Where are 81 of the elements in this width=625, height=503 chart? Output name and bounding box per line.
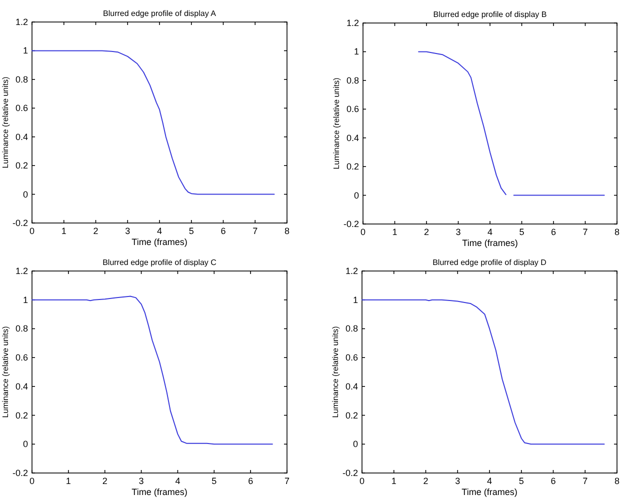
x-tick-label: 2 (102, 476, 108, 486)
x-tick-label: 2 (424, 227, 430, 237)
y-tick-label: 0 (22, 439, 28, 450)
x-tick-label: 4 (486, 476, 492, 486)
y-tick-label: -0.2 (343, 219, 359, 229)
x-tick-label: 3 (455, 476, 460, 486)
x-tick-label: 8 (614, 227, 620, 237)
y-tick-label: 0.6 (345, 352, 358, 363)
y-tick-label: 0.6 (346, 104, 359, 114)
y-axis-title: Luminance (relative units) (1, 326, 10, 418)
y-tick-label: 0 (22, 189, 28, 200)
line-series (32, 296, 273, 445)
y-tick-label: -0.2 (342, 468, 358, 478)
x-axis-title: Time (frames) (132, 237, 188, 247)
line-series (32, 50, 275, 195)
y-tick-label: 1.2 (15, 17, 28, 27)
y-tick-label: 0.4 (15, 132, 28, 142)
y-axis-title: Luminance (relative units) (1, 76, 10, 168)
chart-title: Blurred edge profile of display B (433, 10, 547, 19)
y-tick-label: 0.8 (15, 324, 28, 334)
x-tick-label: 3 (138, 476, 144, 486)
x-axis-title: Time (frames) (462, 238, 518, 248)
x-tick-label: 8 (614, 476, 620, 486)
x-tick-label: 6 (550, 227, 556, 237)
y-tick-label: 1.2 (345, 266, 358, 276)
x-axis-title: Time (frames) (462, 487, 518, 497)
x-tick-label: 1 (392, 227, 398, 237)
x-tick-label: 3 (125, 226, 130, 236)
x-tick-label: 7 (284, 476, 290, 486)
y-tick-label: 1 (352, 294, 358, 305)
x-tick-label: 5 (188, 226, 194, 236)
x-tick-label: 5 (518, 476, 524, 486)
x-tick-label: 0 (360, 227, 366, 237)
x-axis-title: Time (frames) (132, 487, 188, 497)
y-tick-label: 0.4 (346, 132, 359, 143)
y-tick-label: 1 (354, 46, 359, 57)
x-tick-label: 8 (284, 226, 290, 236)
x-tick-label: 4 (156, 226, 162, 236)
y-tick-label: 0 (354, 190, 359, 200)
x-tick-label: 7 (582, 227, 588, 237)
x-tick-label: 7 (252, 226, 258, 236)
y-tick-label: 0.8 (345, 324, 358, 334)
y-tick-label: 0.2 (345, 410, 358, 420)
y-tick-label: 0.2 (346, 162, 359, 172)
y-tick-label: 1.2 (346, 18, 359, 28)
y-tick-label: 0.4 (15, 381, 28, 392)
y-tick-label: 0.4 (345, 381, 358, 392)
y-tick-label: 0.6 (15, 103, 28, 114)
x-tick-label: 0 (29, 476, 35, 486)
chart-title: Blurred edge profile of display C (102, 258, 217, 267)
chart-title: Blurred edge profile of display A (103, 9, 217, 18)
x-tick-label: 5 (519, 227, 524, 237)
y-tick-label: 1 (22, 46, 28, 56)
y-axis-title: Luminance (relative units) (331, 326, 340, 418)
x-tick-label: 1 (66, 476, 71, 486)
y-tick-label: 1.2 (15, 266, 28, 276)
y-tick-label: 0.2 (15, 410, 28, 420)
x-tick-label: 4 (175, 476, 180, 486)
x-tick-label: 1 (61, 226, 66, 236)
x-tick-label: 5 (212, 476, 217, 486)
x-tick-label: 6 (550, 476, 556, 486)
y-tick-label: 0 (352, 439, 358, 450)
y-axis-title: Luminance (relative units) (332, 77, 341, 170)
x-tick-label: 3 (456, 227, 461, 237)
y-tick-label: -0.2 (12, 468, 28, 478)
y-tick-label: 0.8 (346, 75, 359, 86)
chart-title: Blurred edge profile of display D (432, 258, 547, 267)
y-tick-label: 0.6 (15, 352, 28, 363)
y-tick-label: 0.8 (15, 74, 28, 84)
x-tick-label: 2 (423, 476, 428, 486)
x-tick-label: 2 (93, 226, 98, 236)
line-series (362, 299, 605, 445)
y-tick-label: 0.2 (15, 160, 28, 171)
x-tick-label: 4 (487, 227, 493, 237)
x-tick-label: 0 (29, 226, 35, 236)
x-tick-label: 6 (220, 226, 226, 236)
x-tick-label: 1 (391, 476, 396, 486)
x-tick-label: 6 (248, 476, 254, 486)
x-tick-label: 7 (582, 476, 588, 486)
y-tick-label: 1 (22, 294, 28, 305)
y-tick-label: -0.2 (12, 218, 28, 228)
